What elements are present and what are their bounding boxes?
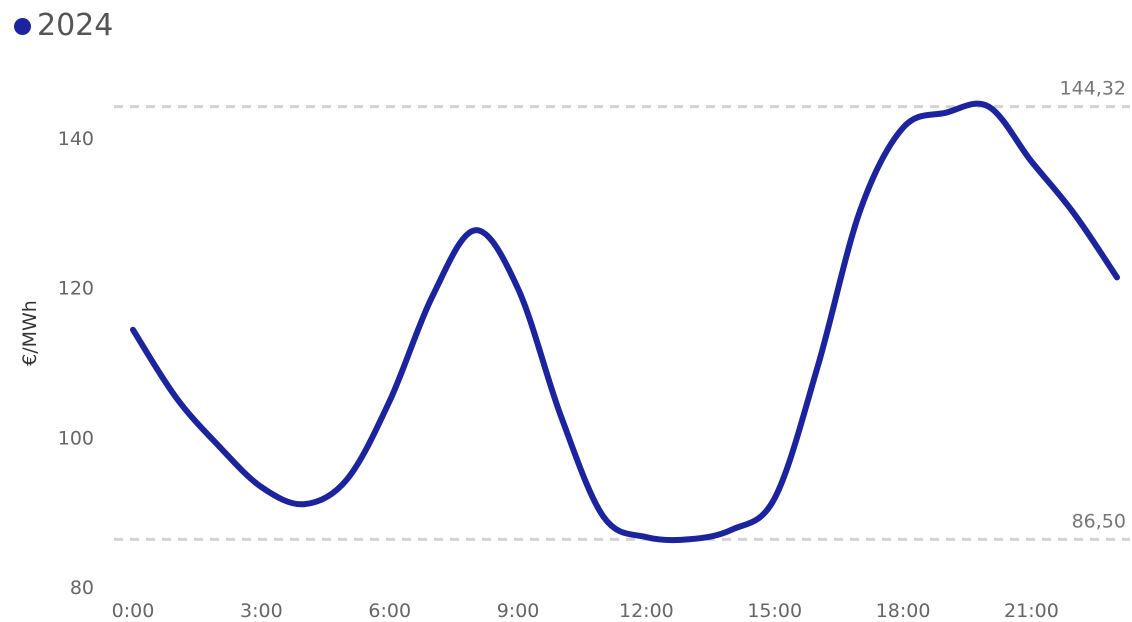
legend: 2024 [14, 6, 113, 46]
y-axis-ticks: 80 100 120 140 [58, 128, 94, 599]
x-tick-label: 18:00 [876, 600, 931, 622]
y-tick-label: 140 [58, 128, 94, 150]
series-line [130, 100, 1120, 544]
x-axis-ticks: 0:00 3:00 6:00 9:00 12:00 15:00 18:00 21:00 [112, 600, 1059, 622]
y-tick-label: 80 [70, 577, 94, 599]
series [130, 100, 1120, 544]
x-tick-label: 21:00 [1004, 600, 1059, 622]
legend-label: 2024 [37, 8, 114, 43]
x-tick-label: 12:00 [619, 600, 674, 622]
legend-marker [14, 17, 31, 35]
x-tick-label: 0:00 [112, 600, 155, 622]
reference-line-label: 144,32 [1060, 78, 1126, 100]
reference-line-label: 86,50 [1072, 510, 1126, 532]
x-tick-label: 3:00 [240, 600, 283, 622]
y-axis-label: €/MWh [19, 300, 41, 366]
reference-lines: 144,32 86,50 [114, 78, 1130, 541]
x-tick-label: 15:00 [747, 600, 802, 622]
x-tick-label: 9:00 [497, 600, 540, 622]
y-tick-label: 100 [58, 427, 94, 449]
y-tick-label: 120 [58, 278, 94, 300]
x-tick-label: 6:00 [368, 600, 411, 622]
